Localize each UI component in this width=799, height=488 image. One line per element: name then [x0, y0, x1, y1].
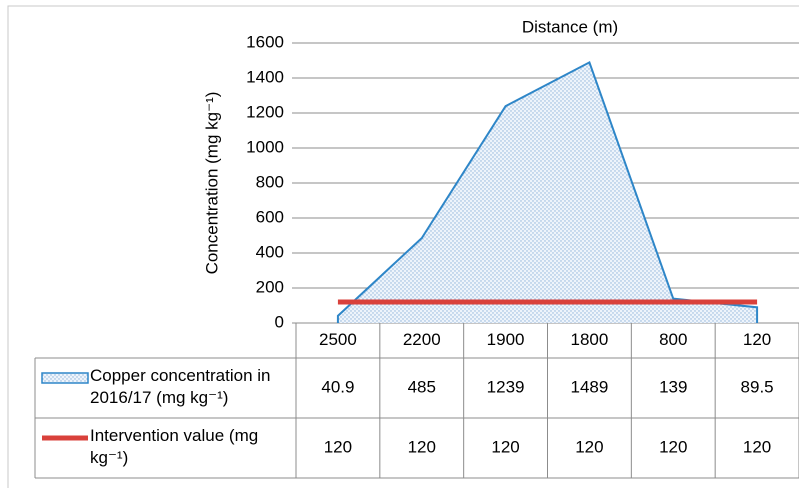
- table-value: 120: [491, 437, 519, 456]
- table-value: 485: [408, 377, 436, 396]
- table-value: 1489: [571, 377, 609, 396]
- y-tick-label: 1400: [246, 67, 284, 86]
- y-tick-label: 600: [256, 207, 284, 226]
- x-axis-title: Distance (m): [522, 17, 618, 36]
- legend-label: Copper concentration in 2016/17 (mg kg⁻¹…: [90, 366, 271, 407]
- x-tick-label: 2500: [319, 330, 357, 349]
- table-value: 120: [743, 437, 771, 456]
- x-tick-label: 2200: [403, 330, 441, 349]
- y-tick-label: 1000: [246, 137, 284, 156]
- x-tick-label: 800: [659, 330, 687, 349]
- y-tick-label: 1200: [246, 102, 284, 121]
- legend-label: Intervention value (mg kg⁻¹): [90, 426, 259, 467]
- table-value: 120: [659, 437, 687, 456]
- x-tick-label: 120: [743, 330, 771, 349]
- area: [337, 62, 758, 324]
- legend-swatch: [41, 372, 89, 384]
- y-tick-label: 1600: [246, 32, 284, 51]
- table-value: 120: [575, 437, 603, 456]
- y-tick-label: 200: [256, 277, 284, 296]
- table-value: 89.5: [741, 377, 774, 396]
- y-tick-label: 0: [275, 312, 284, 331]
- table-value: 40.9: [321, 377, 354, 396]
- table-value: 120: [408, 437, 436, 456]
- y-tick-label: 400: [256, 242, 284, 261]
- y-axis-title: Concentration (mg kg⁻¹): [202, 92, 221, 275]
- x-tick-label: 1800: [571, 330, 609, 349]
- x-tick-label: 1900: [487, 330, 525, 349]
- table-value: 120: [324, 437, 352, 456]
- chart-frame: [7, 5, 799, 488]
- table-value: 139: [659, 377, 687, 396]
- table-value: 1239: [487, 377, 525, 396]
- y-tick-label: 800: [256, 172, 284, 191]
